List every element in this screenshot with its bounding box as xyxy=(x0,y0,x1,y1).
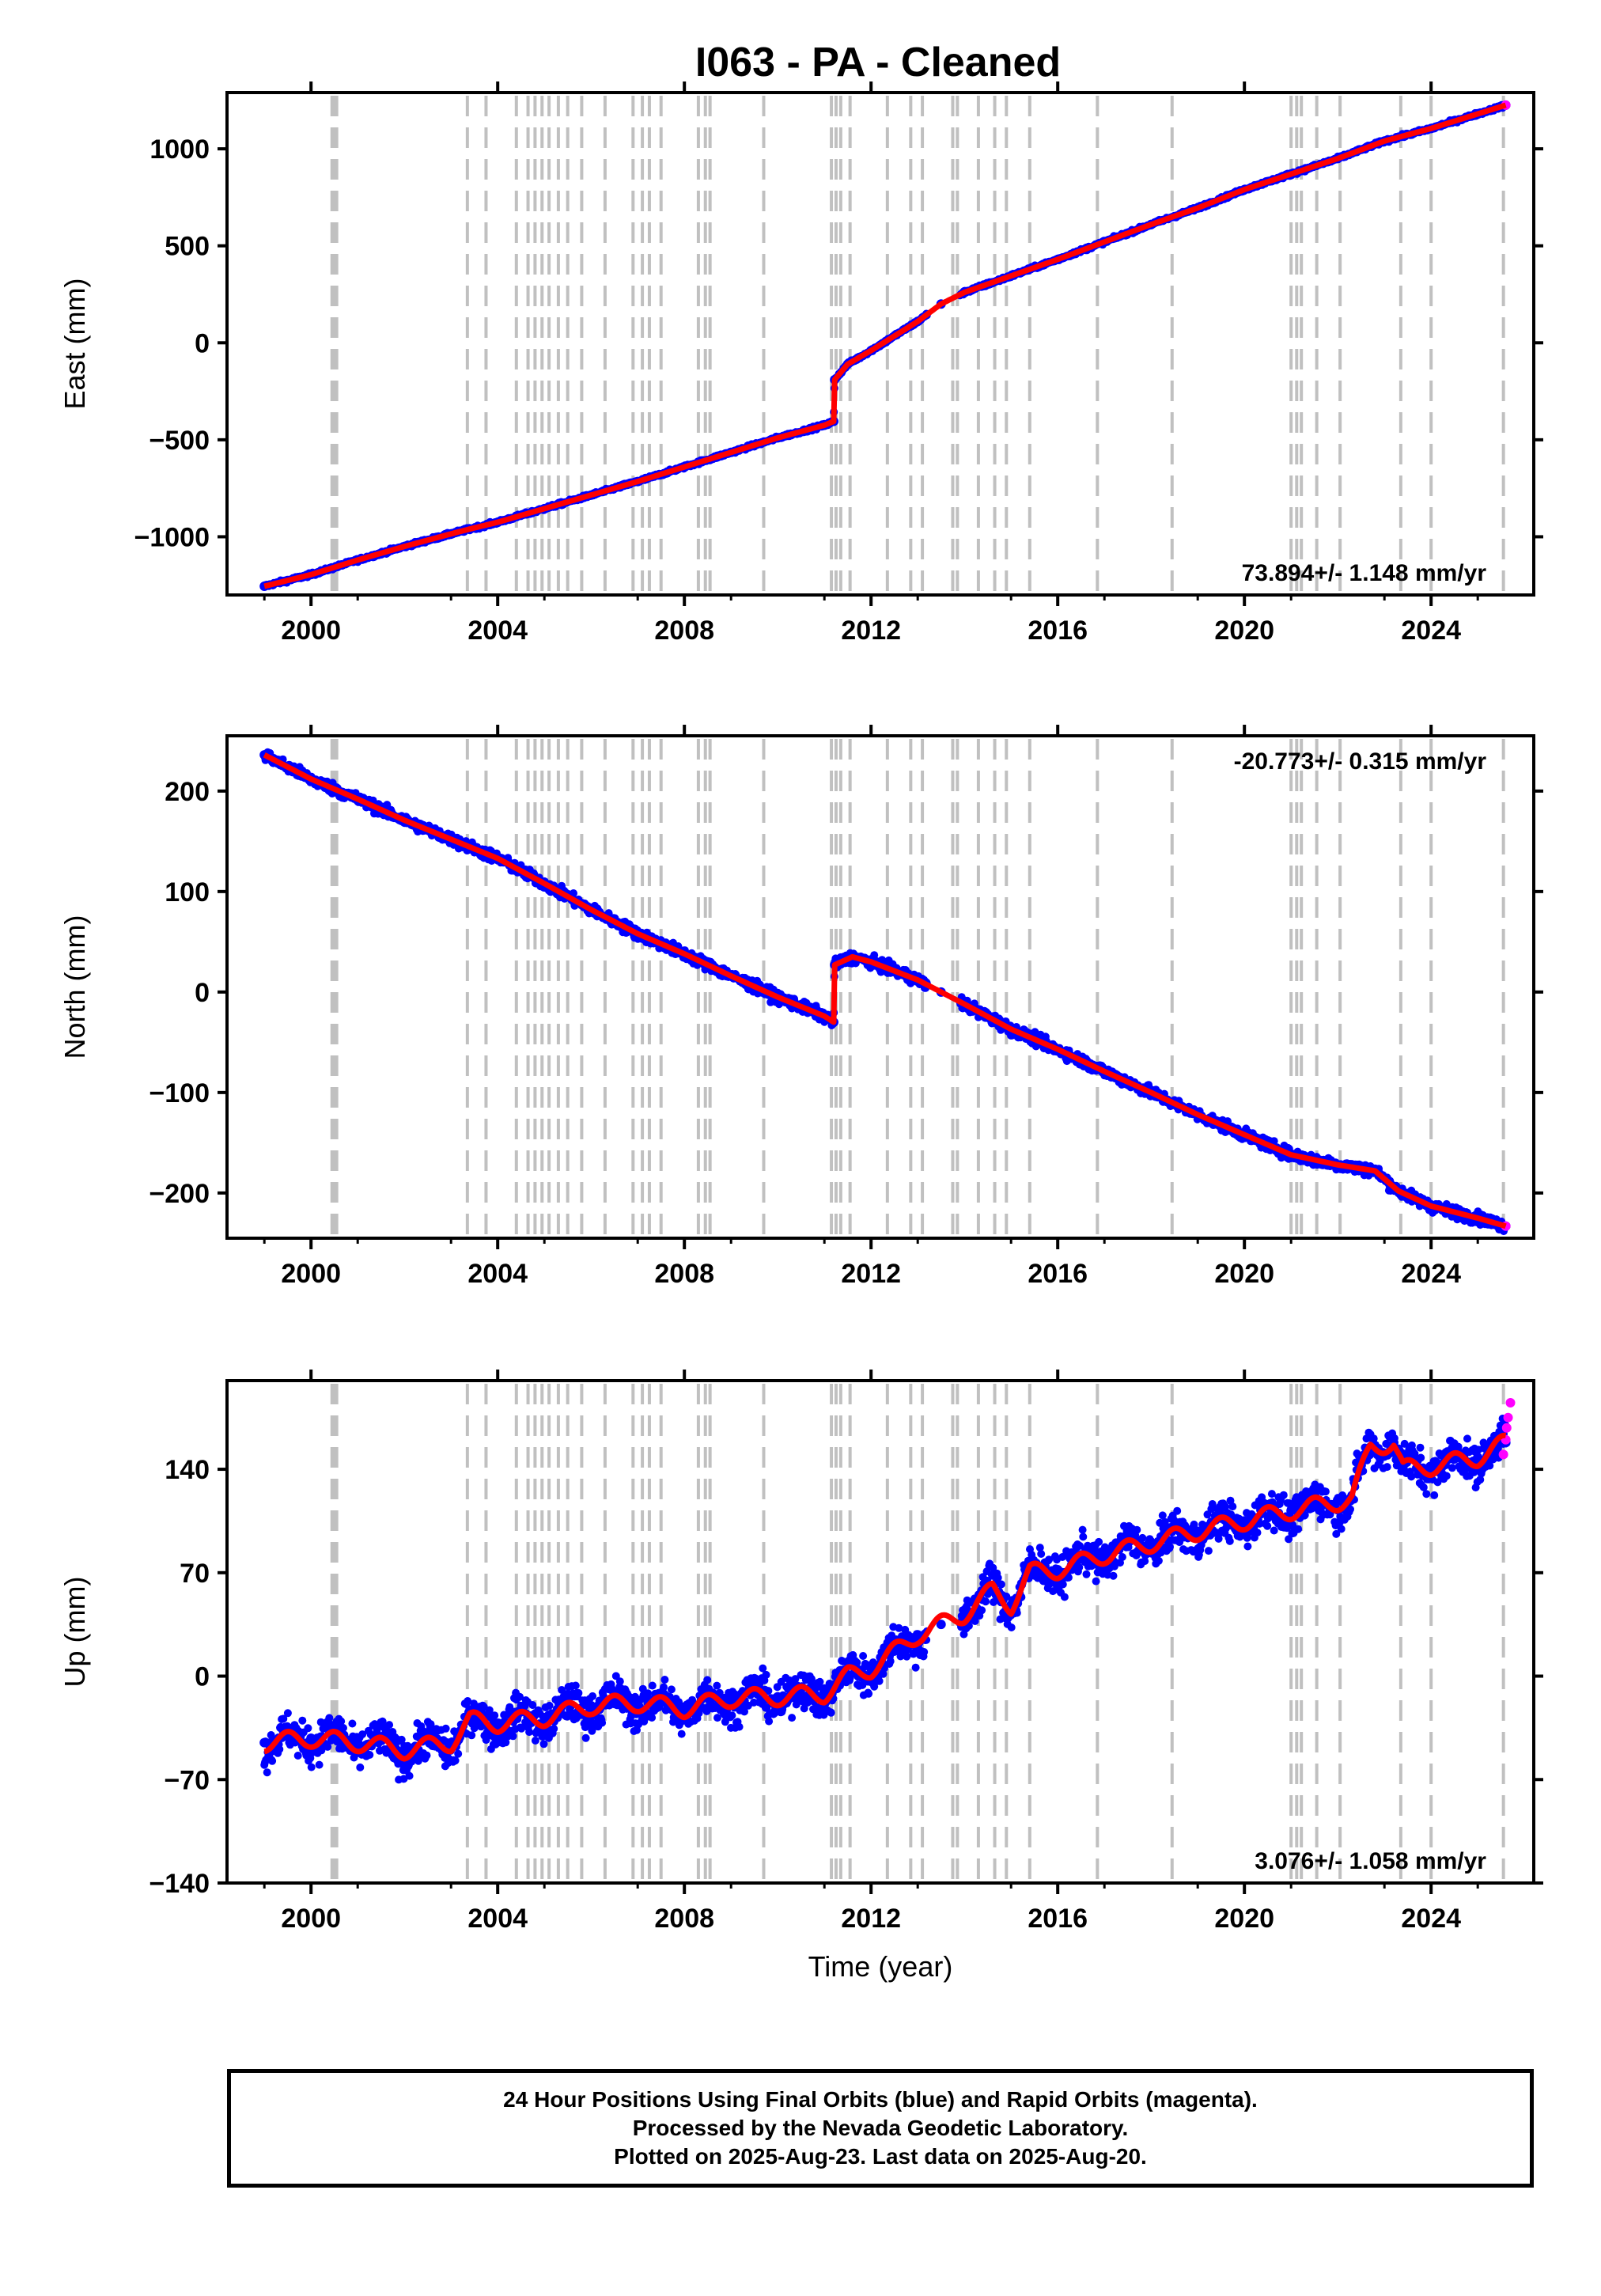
north-panel: −200 −100 0 100 200 2000 2004 2008 2012 2016 2020 2… xyxy=(59,725,1543,1289)
east-ytick-label-0: −1000 xyxy=(134,522,210,552)
east-panel: −1000 −500 0 500 1000 2000 2004 2008 2012 2016 202… xyxy=(59,81,1543,646)
east-xtick-label-4: 2016 xyxy=(1028,616,1088,646)
east-xtick-label-3: 2012 xyxy=(841,616,901,646)
up-point xyxy=(454,1749,463,1758)
east-xtick-label-0: 2000 xyxy=(281,616,341,646)
north-ytick-label-0: −200 xyxy=(149,1179,210,1209)
up-point xyxy=(275,1745,284,1753)
east-xtick-label-2: 2008 xyxy=(654,616,714,646)
up-point xyxy=(293,1752,302,1760)
north-xtick-label-6: 2024 xyxy=(1401,1259,1461,1289)
up-series-final-orbits xyxy=(259,1415,1511,1784)
up-point xyxy=(315,1760,324,1769)
east-ytick-label-4: 1000 xyxy=(150,135,210,165)
north-xtick-label-4: 2016 xyxy=(1028,1259,1088,1289)
north-xtick-label-5: 2020 xyxy=(1214,1259,1274,1289)
up-point xyxy=(348,1719,357,1728)
up-point xyxy=(451,1756,460,1765)
up-point xyxy=(356,1763,365,1771)
east-ytick-label-2: 0 xyxy=(195,328,210,358)
east-xtick-label-5: 2020 xyxy=(1214,616,1274,646)
north-ytick-label-3: 100 xyxy=(165,877,210,907)
east-ytick-label-3: 500 xyxy=(165,232,210,262)
north-xtick-label-3: 2012 xyxy=(841,1259,901,1289)
up-point xyxy=(307,1763,316,1771)
up-point xyxy=(283,1709,292,1718)
north-rate-label: -20.773+/- 0.315 mm/yr xyxy=(1234,748,1487,775)
north-ytick-label-1: −100 xyxy=(149,1078,210,1108)
up-point xyxy=(298,1716,307,1725)
east-series-model xyxy=(262,102,1508,589)
north-ytick-label-4: 200 xyxy=(165,777,210,807)
north-event-lines xyxy=(330,739,1505,1235)
east-model-line xyxy=(262,102,1508,589)
east-ytick-label-1: −500 xyxy=(149,426,210,456)
figure-title: I063 - PA - Cleaned xyxy=(695,40,1061,85)
north-ylabel: North (mm) xyxy=(59,915,91,1059)
up-point xyxy=(405,1771,414,1780)
up-point xyxy=(365,1751,374,1759)
east-ylabel: East (mm) xyxy=(59,278,91,410)
up-point xyxy=(263,1768,271,1777)
east-xtick-label-1: 2004 xyxy=(467,616,528,646)
north-xtick-label-1: 2004 xyxy=(467,1259,528,1289)
up-point xyxy=(441,1724,450,1733)
up-point xyxy=(304,1724,312,1733)
east-xtick-label-6: 2024 xyxy=(1401,616,1461,646)
north-ytick-label-2: 0 xyxy=(195,978,210,1008)
north-xtick-label-0: 2000 xyxy=(281,1259,341,1289)
east-series-final-orbits xyxy=(259,100,1511,591)
up-point xyxy=(339,1724,347,1732)
north-xtick-label-2: 2008 xyxy=(654,1259,714,1289)
east-rate-label: 73.894+/- 1.148 mm/yr xyxy=(1242,560,1487,586)
up-point xyxy=(268,1756,277,1765)
up-point xyxy=(385,1721,394,1730)
up-point xyxy=(422,1751,431,1760)
